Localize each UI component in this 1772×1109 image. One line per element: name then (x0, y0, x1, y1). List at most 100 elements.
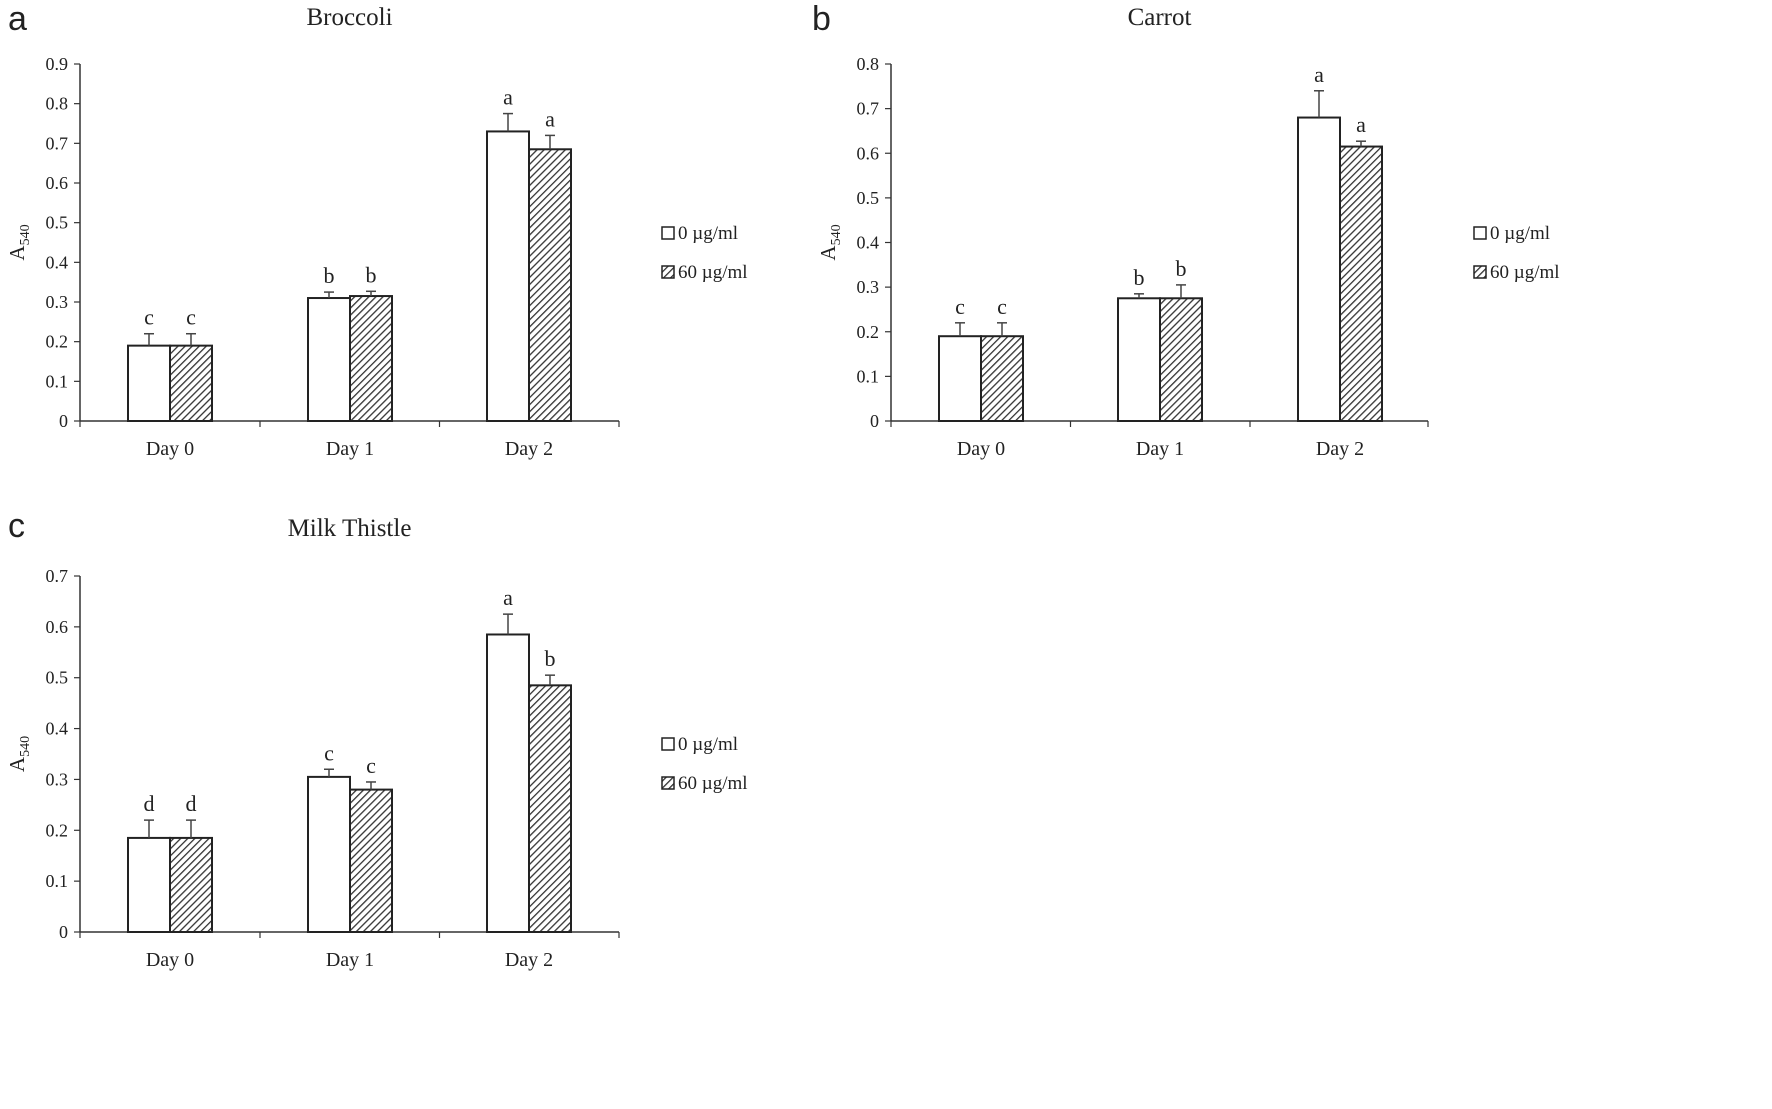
x-tick-label: Day 1 (326, 438, 374, 460)
bar (307, 297, 351, 422)
legend-label: 0 µg/ml (1490, 223, 1550, 244)
chart-panel-b: b Carrot A540 0 0.1 0.2 0.3 0.4 0.5 0.6 0.7 0.8 Day … (812, 0, 1560, 460)
bar (1159, 297, 1203, 422)
y-axis-label: A540 (5, 736, 33, 772)
panel-letter: a (8, 0, 27, 38)
significance-letter: b (545, 646, 556, 671)
y-axis-label-subscript: 540 (829, 224, 844, 245)
chart-title: Milk Thistle (288, 515, 412, 542)
legend-swatch (661, 737, 675, 751)
y-tick-label: 0.1 (46, 371, 69, 391)
y-tick-label: 0.7 (857, 99, 880, 119)
bar (528, 148, 572, 423)
legend-swatch (661, 265, 675, 279)
bar (1297, 116, 1341, 423)
y-axis-label-main: A (816, 245, 840, 261)
y-tick-label: 0.9 (46, 54, 69, 74)
y-tick-label: 0.2 (857, 322, 880, 342)
y-axis-label-subscript: 540 (18, 224, 33, 245)
bar (1117, 297, 1161, 422)
significance-letter: b (366, 262, 377, 287)
bar (349, 788, 393, 933)
bar (486, 130, 530, 423)
y-tick-label: 0.4 (857, 233, 880, 253)
legend-label: 0 µg/ml (678, 223, 738, 244)
legend-swatch (661, 776, 675, 790)
significance-letter: b (1176, 256, 1187, 281)
significance-letter: b (1134, 265, 1145, 290)
bar (486, 633, 530, 933)
x-tick-label: Day 0 (957, 438, 1005, 460)
significance-letter: d (186, 791, 197, 816)
significance-letter: c (186, 305, 196, 330)
x-tick-label: Day 2 (1316, 438, 1364, 460)
chart-panel-a: a Broccoli A540 0 0.1 0.2 0.3 0.4 0.5 0.6 0.7 0.8 0.… (5, 0, 748, 460)
y-axis-label-main: A (5, 756, 29, 772)
y-tick-label: 0.7 (46, 566, 69, 586)
x-tick-label: Day 2 (505, 438, 553, 460)
y-tick-label: 0.6 (857, 143, 880, 163)
significance-letter: a (1356, 112, 1366, 137)
bar (980, 335, 1024, 422)
legend-swatch (661, 226, 675, 240)
significance-letter: c (997, 294, 1007, 319)
chart-panel-c: c Milk Thistle A540 0 0.1 0.2 0.3 0.4 0.5 0.6 0.7 D… (5, 507, 748, 971)
y-tick-label: 0.5 (857, 188, 880, 208)
y-tick-label: 0.1 (857, 366, 880, 386)
y-tick-label: 0.3 (857, 277, 880, 297)
y-tick-label: 0.6 (46, 617, 69, 637)
y-axis-label: A540 (816, 224, 844, 260)
y-tick-label: 0.8 (46, 94, 69, 114)
y-tick-label: 0.5 (46, 213, 69, 233)
y-tick-label: 0.2 (46, 332, 69, 352)
bar (349, 295, 393, 422)
y-tick-label: 0.3 (46, 292, 69, 312)
legend-swatch (1473, 226, 1487, 240)
significance-letter: c (366, 753, 376, 778)
significance-letter: d (144, 791, 155, 816)
y-tick-label: 0.6 (46, 173, 69, 193)
y-tick-label: 0.7 (46, 133, 69, 153)
y-tick-label: 0.3 (46, 769, 69, 789)
legend-label: 60 µg/ml (678, 773, 748, 794)
legend-label: 60 µg/ml (678, 262, 748, 283)
significance-letter: b (324, 263, 335, 288)
x-tick-label: Day 0 (146, 949, 194, 971)
y-tick-label: 0 (59, 922, 68, 942)
x-tick-label: Day 0 (146, 438, 194, 460)
y-tick-label: 0.4 (46, 252, 69, 272)
bar (528, 684, 572, 933)
panel-letter: c (8, 507, 25, 545)
significance-letter: a (545, 106, 555, 131)
panel-letter: b (812, 0, 831, 38)
bar (169, 344, 213, 422)
bar (307, 775, 351, 934)
y-tick-label: 0.5 (46, 668, 69, 688)
significance-letter: a (503, 85, 513, 110)
y-tick-label: 0 (59, 411, 68, 431)
bar (127, 836, 171, 934)
y-tick-label: 0.2 (46, 820, 69, 840)
bar (127, 344, 171, 422)
y-axis-label-subscript: 540 (18, 736, 33, 757)
significance-letter: a (1314, 62, 1324, 87)
legend-label: 60 µg/ml (1490, 262, 1560, 283)
x-tick-label: Day 2 (505, 949, 553, 971)
significance-letter: a (503, 585, 513, 610)
significance-letter: c (324, 740, 334, 765)
bar (1339, 145, 1383, 422)
legend-label: 0 µg/ml (678, 734, 738, 755)
y-tick-label: 0 (870, 411, 879, 431)
chart-title: Broccoli (306, 4, 392, 31)
y-axis-label-main: A (5, 245, 29, 261)
y-tick-label: 0.8 (857, 54, 880, 74)
y-tick-label: 0.1 (46, 871, 69, 891)
legend-swatch (1473, 265, 1487, 279)
x-tick-label: Day 1 (326, 949, 374, 971)
chart-title: Carrot (1128, 4, 1192, 31)
x-tick-label: Day 1 (1136, 438, 1184, 460)
bar (938, 335, 982, 422)
significance-letter: c (144, 305, 154, 330)
